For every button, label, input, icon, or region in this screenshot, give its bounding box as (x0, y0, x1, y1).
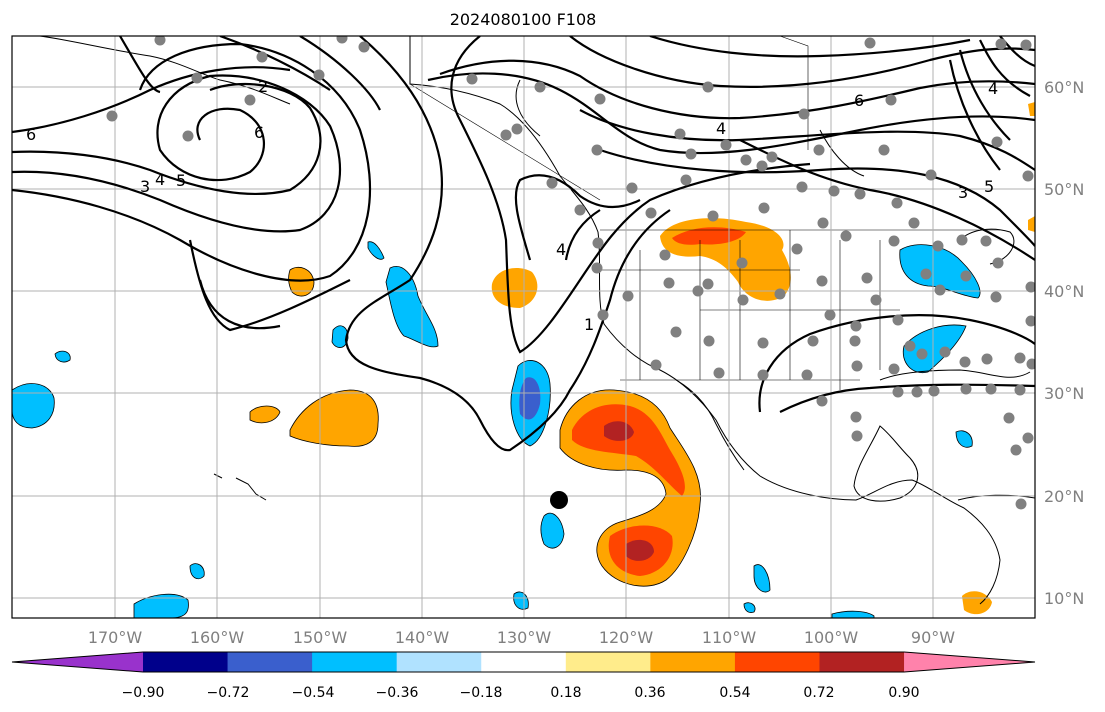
contour-label: 3 (958, 183, 968, 202)
storm-center-marker (550, 491, 568, 509)
contour-label: 4 (556, 240, 566, 259)
latitude-label: 40°N (1044, 282, 1084, 301)
contour-label: 2 (258, 77, 268, 96)
contour-labels: 6 2 6 4 5 3 4 1 6 4 3 5 4 (26, 77, 998, 334)
longitude-label: 140°W (395, 628, 450, 647)
map-title: 2024080100 F108 (449, 10, 597, 29)
longitude-label: 100°W (804, 628, 859, 647)
longitude-label: 110°W (702, 628, 757, 647)
colorbar-tick-label: 0.18 (550, 685, 581, 701)
coastlines (39, 36, 1035, 605)
colorbar-tick-label: −0.90 (122, 685, 165, 701)
station-dots (106, 36, 1035, 510)
colorbar-segment (650, 652, 736, 672)
contour-label: 5 (984, 177, 994, 196)
latitude-axis: 60°N 50°N 40°N 30°N 20°N 10°N (1044, 78, 1084, 608)
colorbar-segment (143, 652, 229, 672)
colorbar-tick-label: 0.36 (634, 685, 665, 701)
anomaly-shading (12, 102, 1035, 618)
contour-label: 6 (254, 123, 264, 142)
colorbar-segment (396, 652, 482, 672)
colorbar-tick-label: 0.72 (803, 685, 834, 701)
colorbar-extend-max (904, 652, 1035, 672)
colorbar-segment (227, 652, 313, 672)
colorbar-tick-label: −0.54 (292, 685, 335, 701)
contour-label: 4 (716, 119, 726, 138)
colorbar-segment (819, 652, 905, 672)
colorbar-tick-label: −0.72 (207, 685, 250, 701)
colorbar-segment (734, 652, 820, 672)
longitude-label: 120°W (599, 628, 654, 647)
longitude-axis: 170°W 160°W 150°W 140°W 130°W 120°W 110°… (88, 628, 955, 647)
contour-lines (12, 36, 1035, 452)
colorbar-tick-label: −0.18 (460, 685, 503, 701)
contour-label: 3 (140, 177, 150, 196)
colorbar-tick-label: −0.36 (376, 685, 419, 701)
contour-label: 4 (155, 170, 165, 189)
contour-label: 4 (988, 79, 998, 98)
colorbar-segment (481, 652, 567, 672)
longitude-label: 160°W (190, 628, 245, 647)
latitude-label: 10°N (1044, 589, 1084, 608)
colorbar-extend-min (12, 652, 143, 672)
longitude-label: 130°W (497, 628, 552, 647)
longitude-label: 150°W (293, 628, 348, 647)
colorbar-tick-label: 0.54 (719, 685, 750, 701)
latitude-label: 30°N (1044, 384, 1084, 403)
map-frame (11, 35, 1036, 619)
colorbar-segment (312, 652, 398, 672)
contour-label: 1 (584, 315, 594, 334)
latitude-label: 50°N (1044, 180, 1084, 199)
colorbar-ticks: −0.90 −0.72 −0.54 −0.36 −0.18 0.18 0.36 … (122, 685, 920, 701)
contour-label: 6 (26, 125, 36, 144)
longitude-label: 90°W (911, 628, 955, 647)
latitude-label: 20°N (1044, 487, 1084, 506)
colorbar-tick-label: 0.90 (888, 685, 919, 701)
longitude-label: 170°W (88, 628, 143, 647)
contour-label: 5 (176, 171, 186, 190)
contour-label: 6 (854, 91, 864, 110)
colorbar (11, 651, 1036, 673)
colorbar-segment (565, 652, 651, 672)
latitude-label: 60°N (1044, 78, 1084, 97)
colorbar-outline (11, 651, 1036, 673)
